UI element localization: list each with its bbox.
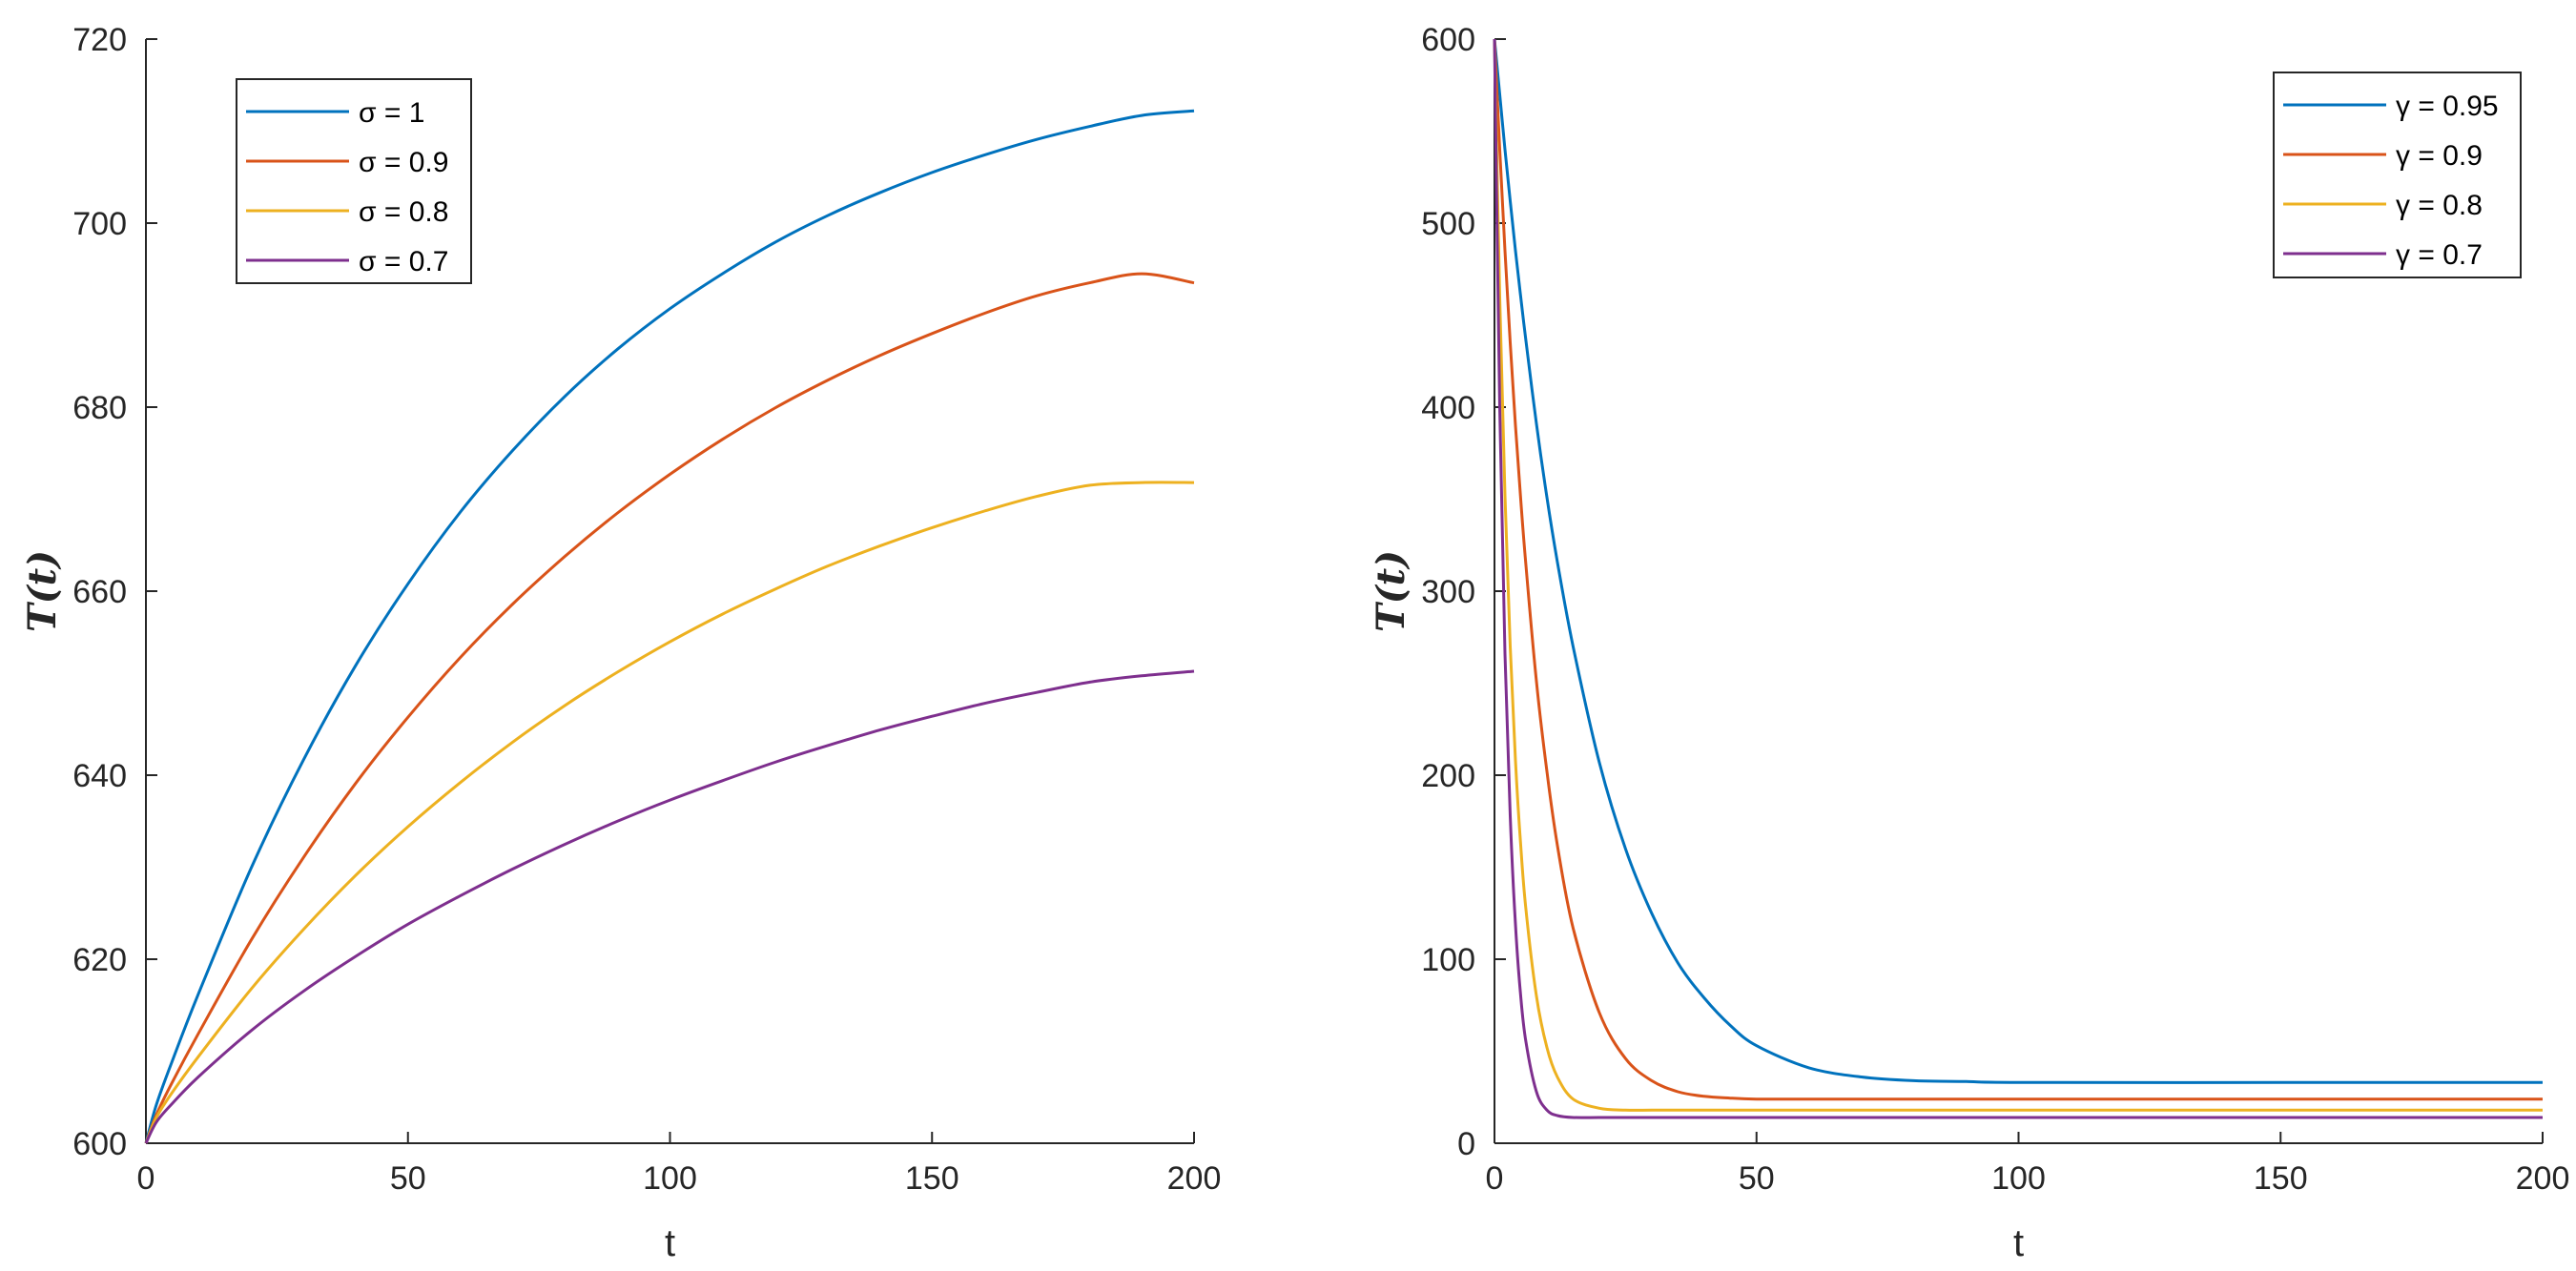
series-line	[144, 272, 1195, 1144]
series-line	[144, 109, 1195, 1144]
x-tick-label: 0	[137, 1160, 155, 1197]
legend: γ = 0.95 γ = 0.9 γ = 0.8 γ = 0.7	[2273, 72, 2522, 278]
y-axis-label: T(t)	[1369, 550, 1413, 632]
legend-label: γ = 0.7	[2396, 239, 2483, 271]
right-chart-panel: 0 50 100 150 200 0 100 200 300 400 500 600 t T(t) γ = …	[1369, 22, 2569, 1264]
legend-label: σ = 1	[359, 97, 424, 129]
legend-box	[236, 78, 472, 284]
legend-box	[2273, 72, 2522, 278]
y-tick-label: 620	[72, 942, 127, 978]
legend-label: γ = 0.95	[2396, 91, 2499, 122]
y-tick-label: 200	[1421, 758, 1475, 794]
x-tick-label: 100	[643, 1160, 697, 1197]
series-line	[1493, 38, 2543, 1101]
y-tick-label: 400	[1421, 390, 1475, 426]
series-line	[1493, 38, 2543, 1119]
y-tick-label: 600	[72, 1126, 127, 1162]
series-line	[144, 481, 1195, 1144]
legend-label: σ = 0.8	[359, 196, 448, 228]
legend-label: σ = 0.9	[359, 147, 448, 178]
legend-label: γ = 0.8	[2396, 190, 2483, 221]
y-tick-label: 640	[72, 758, 127, 794]
y-tick-label: 600	[1421, 22, 1475, 58]
x-tick-label: 150	[2254, 1160, 2308, 1197]
x-tick-label: 50	[390, 1160, 426, 1197]
x-tick-label: 100	[1991, 1160, 2046, 1197]
y-tick-label: 0	[1457, 1126, 1475, 1162]
x-tick-label: 50	[1739, 1160, 1775, 1197]
y-tick-label: 660	[72, 574, 127, 610]
x-tick-label: 150	[905, 1160, 959, 1197]
legend-label: γ = 0.9	[2396, 140, 2483, 172]
y-tick-label: 680	[72, 390, 127, 426]
x-tick-label: 200	[2516, 1160, 2570, 1197]
x-axis-label: t	[2013, 1222, 2024, 1264]
y-tick-label: 720	[72, 22, 127, 58]
y-tick-label: 300	[1421, 574, 1475, 610]
series-line	[1493, 38, 2543, 1112]
y-axis-label: T(t)	[20, 550, 65, 632]
left-chart-panel: 0 50 100 150 200 600 620 640 660 680 700 720 t T(t) σ …	[20, 22, 1221, 1264]
y-tick-label: 700	[72, 206, 127, 242]
series-line	[144, 669, 1195, 1144]
y-tick-label: 100	[1421, 942, 1475, 978]
legend-label: σ = 0.7	[359, 246, 448, 277]
x-tick-label: 0	[1486, 1160, 1504, 1197]
legend: σ = 1 σ = 0.9 σ = 0.8 σ = 0.7	[236, 78, 472, 284]
series-line	[1493, 38, 2543, 1084]
x-axis-label: t	[665, 1222, 675, 1264]
x-tick-label: 200	[1167, 1160, 1222, 1197]
y-tick-label: 500	[1421, 206, 1475, 242]
